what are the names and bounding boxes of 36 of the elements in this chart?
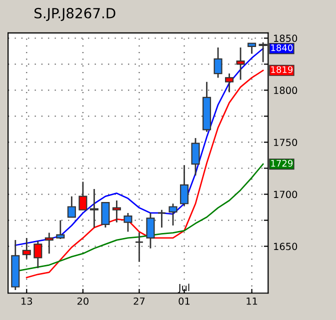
x-tick-label: 11 (246, 298, 258, 305)
candlestick (225, 72, 234, 93)
candlestick (56, 220, 65, 240)
candlestick (78, 181, 88, 211)
candlestick (236, 46, 245, 80)
candlestick (214, 46, 222, 78)
y-tick-label: 1700 (274, 190, 298, 198)
candlestick (22, 237, 31, 260)
candlestick (124, 212, 132, 232)
chart-title: S.JP.J8267.D (34, 8, 116, 22)
candlestick (34, 240, 42, 269)
x-tick-label: 13 (22, 297, 32, 305)
candlestick (112, 200, 121, 224)
x-tick-label: 20 (77, 297, 88, 305)
candlestick (146, 212, 155, 250)
candlestick (191, 137, 200, 176)
candlestick (248, 42, 256, 54)
data-label: 1819 (271, 66, 293, 74)
candlestick (101, 202, 110, 228)
candlestick (90, 188, 98, 228)
candlestick (168, 202, 178, 226)
line-series (14, 48, 264, 246)
x-tick-label: 27 (134, 297, 145, 305)
candlestick (67, 196, 76, 218)
data-label: 1729 (271, 160, 293, 167)
y-tick-label: 1850 (274, 34, 298, 42)
y-tick-label: 1750 (274, 138, 298, 146)
line-series (26, 70, 264, 278)
x-tick-label: 01 (178, 297, 190, 305)
candlestick (180, 164, 189, 206)
data-label: 1840 (271, 44, 293, 52)
y-tick-label: 1800 (274, 86, 298, 94)
candlestick (134, 232, 144, 263)
candlestick (44, 232, 54, 254)
y-tick-label: 1650 (274, 242, 298, 250)
annotation: Jul (178, 284, 190, 294)
